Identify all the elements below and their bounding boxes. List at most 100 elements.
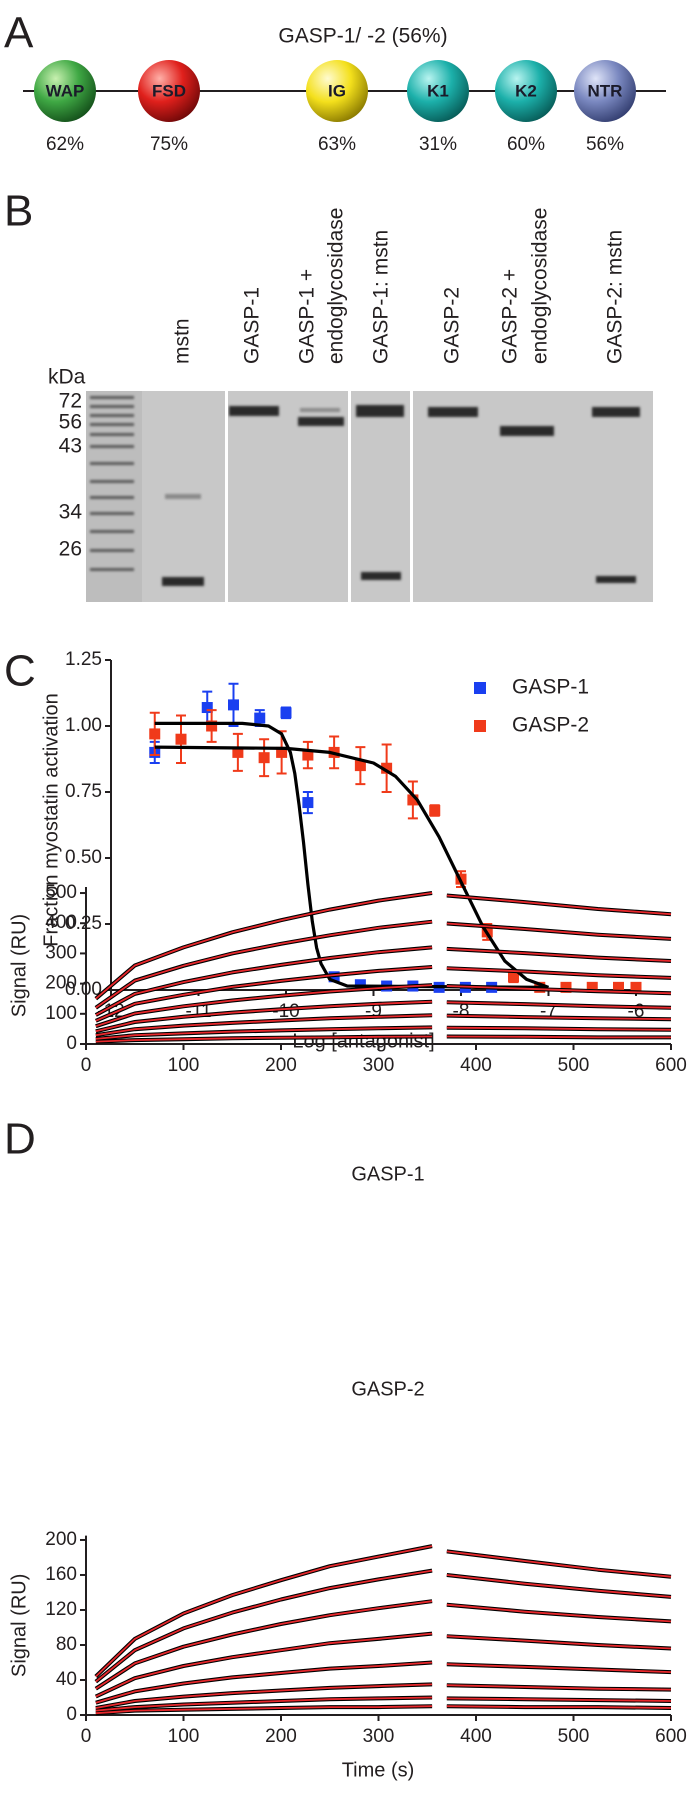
lane-label: GASP-1: [241, 287, 264, 364]
y-tick-label: 300: [45, 942, 77, 963]
fit-line: [95, 1035, 671, 1043]
domain: [138, 60, 200, 122]
identity-label: 60%: [507, 134, 545, 155]
fit-line: [95, 1696, 672, 1712]
y-tick-label: 80: [56, 1634, 77, 1655]
y-tick-label: 160: [45, 1564, 77, 1585]
identity-label: 75%: [150, 134, 188, 155]
fit-line: [95, 892, 672, 1000]
data-point: [206, 720, 218, 732]
x-tick-label: 500: [558, 1055, 590, 1076]
fit-line: [154, 721, 549, 989]
lane-label: GASP-2 +: [499, 269, 522, 364]
marker-label: 34: [59, 501, 83, 524]
fit-line: [95, 1569, 672, 1683]
data-point: [280, 707, 292, 719]
data-point: [149, 728, 161, 740]
data-point: [407, 794, 419, 806]
fit-line: [95, 920, 672, 1009]
lane-label: endoglycosidase: [325, 208, 348, 364]
y-tick-label: 200: [45, 1529, 77, 1550]
domain-label: FSD: [152, 81, 186, 100]
fit-line: [95, 1683, 672, 1709]
y-tick-label: 0.00: [65, 979, 102, 1000]
legend-marker: [474, 720, 486, 732]
panel-label: A: [4, 9, 34, 58]
domain: [495, 60, 557, 122]
fit-line: [95, 1545, 672, 1678]
domain-label: NTR: [588, 81, 623, 100]
fit-line: [95, 1705, 672, 1715]
data-point: [302, 749, 314, 761]
panel-label: C: [4, 647, 36, 696]
domain-label: K2: [515, 81, 537, 100]
x-tick-label: -10: [272, 1001, 299, 1022]
y-tick-label: 200: [45, 973, 77, 994]
x-tick-label: 100: [168, 1055, 200, 1076]
chart-title: GASP-1: [351, 1163, 424, 1185]
x-tick-label: 300: [363, 1055, 395, 1076]
fit-line: [95, 1014, 672, 1037]
domain-label: WAP: [46, 81, 85, 100]
identity-label: 56%: [586, 134, 624, 155]
fit-line: [95, 1661, 672, 1704]
x-tick-label: 200: [265, 1055, 297, 1076]
lane-label: GASP-1: mstn: [370, 230, 393, 364]
fit-line: [95, 1026, 672, 1040]
lane-label: endoglycosidase: [529, 208, 552, 364]
y-tick-label: 40: [56, 1669, 77, 1690]
data-point: [560, 981, 572, 993]
y-tick-label: 0: [66, 1704, 77, 1725]
x-tick-label: 0: [81, 1726, 92, 1747]
panel-label: D: [4, 1115, 36, 1164]
y-tick-label: 500: [45, 882, 77, 903]
data-point: [228, 699, 239, 711]
legend-marker: [474, 682, 486, 694]
data-point: [508, 971, 519, 983]
identity-label: 63%: [318, 134, 356, 155]
marker-label: 56: [59, 411, 82, 434]
data-point: [201, 702, 213, 714]
x-tick-label: 600: [655, 1726, 687, 1747]
marker-label: 72: [59, 390, 82, 413]
y-tick-label: 1.00: [65, 715, 102, 736]
data-point: [630, 981, 642, 993]
y-tick-label: 100: [45, 1003, 77, 1024]
y-axis-label: Fraction myostatin activation: [40, 693, 62, 946]
data-point: [276, 746, 288, 758]
data-trace: [94, 1544, 672, 1678]
x-tick-label: 400: [460, 1726, 492, 1747]
panel-label: B: [4, 187, 33, 236]
fit-line: [95, 984, 672, 1028]
x-tick-label: 400: [460, 1055, 492, 1076]
identity-label: 31%: [419, 134, 457, 155]
fit-line: [95, 1600, 672, 1690]
data-point: [232, 746, 244, 758]
y-tick-label: 400: [45, 912, 77, 933]
y-axis-label: Signal (RU): [8, 1574, 30, 1677]
data-point: [302, 797, 314, 809]
y-tick-label: 0.75: [65, 781, 102, 802]
domain: [574, 60, 636, 122]
data-point: [254, 712, 266, 724]
legend-label: GASP-1: [512, 676, 589, 699]
x-tick-label: 600: [655, 1055, 687, 1076]
x-tick-label: 0: [81, 1055, 92, 1076]
x-tick-label: 500: [558, 1726, 590, 1747]
lane-label: GASP-2: [441, 287, 464, 364]
identity-label: 62%: [46, 134, 84, 155]
data-point: [258, 752, 270, 764]
fit-line: [95, 1632, 672, 1698]
data-point: [175, 733, 187, 745]
fit-line: [95, 966, 672, 1022]
domain-label: IG: [328, 81, 346, 100]
domain-label: K1: [427, 81, 449, 100]
diagram-title: GASP-1/ -2 (56%): [278, 25, 447, 48]
x-axis-label: Time (s): [342, 1759, 415, 1781]
marker-label: 26: [59, 538, 82, 561]
lane-label: GASP-2: mstn: [604, 230, 627, 364]
x-tick-label: 200: [265, 1726, 297, 1747]
data-point: [586, 981, 598, 993]
x-tick-label: 100: [168, 1726, 200, 1747]
legend-label: GASP-2: [512, 714, 589, 737]
